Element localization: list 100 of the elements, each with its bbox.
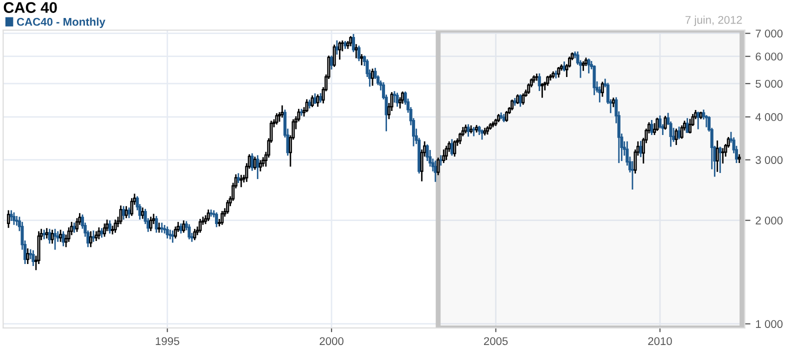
candlestick	[696, 112, 700, 130]
candlestick	[371, 68, 374, 86]
candlestick	[12, 212, 16, 225]
candlestick	[141, 207, 144, 219]
candlestick	[650, 120, 654, 135]
candlestick	[10, 210, 13, 222]
candlestick	[639, 140, 642, 158]
candlestick	[335, 40, 338, 55]
candlestick	[352, 34, 355, 52]
candlestick	[392, 91, 396, 103]
candlestick	[338, 41, 342, 60]
y-tick-label: 7 000	[756, 30, 783, 38]
candlestick	[718, 146, 722, 173]
candlestick	[32, 250, 35, 266]
candlestick	[510, 100, 514, 110]
candlestick	[160, 222, 164, 233]
candlestick	[26, 248, 30, 264]
candlestick	[538, 73, 541, 91]
candlestick	[332, 44, 336, 67]
y-tick-label: 6 000	[756, 52, 783, 60]
x-tick-label: 2000	[320, 337, 344, 346]
candlestick	[357, 46, 360, 62]
candlestick	[45, 228, 48, 238]
candlestick	[354, 44, 358, 58]
y-tick-label: 4 000	[755, 113, 783, 122]
y-tick-label: 2 000	[756, 216, 783, 224]
candlestick	[444, 146, 448, 160]
candlestick	[664, 116, 667, 130]
candlestick	[316, 94, 320, 107]
candlestick	[472, 127, 476, 136]
candlestick	[678, 126, 681, 140]
candlestick	[587, 58, 590, 74]
candlestick	[166, 226, 169, 238]
candlestick	[108, 220, 112, 234]
legend-label: CAC40 - Monthly	[16, 18, 106, 28]
candlestick	[442, 150, 446, 164]
candlestick	[89, 231, 92, 248]
candlestick	[62, 231, 65, 246]
candlestick	[716, 140, 719, 172]
candlestick	[275, 113, 278, 124]
candlestick	[439, 155, 442, 166]
x-tick-label: 2005	[484, 337, 508, 346]
candlestick	[453, 140, 456, 157]
candlestick	[686, 118, 689, 133]
chart-title: CAC 40	[4, 2, 57, 13]
candlestick	[42, 230, 46, 240]
candlestick	[313, 93, 317, 104]
candlestick	[330, 56, 334, 70]
candlestick	[124, 206, 128, 218]
candlestick	[59, 230, 62, 242]
candlestick	[114, 220, 117, 233]
candlestick	[92, 230, 95, 242]
x-tick-label: 2010	[648, 337, 672, 346]
y-tick-label: 3 000	[756, 156, 783, 164]
candlestick	[466, 124, 470, 137]
candlestick	[522, 93, 525, 105]
candlestick	[280, 105, 284, 118]
candlestick	[54, 228, 57, 250]
candlestick	[6, 210, 10, 228]
candlestick	[149, 216, 152, 232]
candlestick	[582, 61, 585, 71]
candlestick	[119, 205, 122, 224]
candlestick	[250, 153, 254, 171]
candlestick	[600, 82, 604, 97]
candlestick	[168, 230, 172, 240]
candlestick	[256, 155, 260, 180]
x-tick-label: 1995	[156, 337, 180, 346]
candlestick	[226, 200, 230, 214]
candlestick	[158, 222, 161, 233]
candlestick	[48, 228, 52, 244]
candlestick	[171, 230, 174, 243]
candlestick	[505, 111, 508, 122]
candlestick	[674, 128, 678, 145]
y-tick-label: 1 000	[756, 320, 783, 328]
y-tick-label: 5 000	[756, 80, 783, 88]
candlestick	[240, 174, 243, 188]
candlestick	[198, 218, 202, 233]
candlestick	[128, 207, 131, 218]
candlestick	[557, 67, 560, 78]
candlestick	[592, 65, 596, 96]
text: 7 juin, 2012	[686, 16, 742, 26]
candlestick	[220, 210, 224, 225]
candlestick	[215, 212, 218, 228]
candlestick	[360, 54, 364, 66]
candlestick	[540, 83, 544, 98]
candlestick	[102, 223, 106, 237]
candlestick	[154, 216, 158, 233]
candlestick	[721, 148, 724, 164]
candlestick	[193, 228, 196, 240]
candlestick	[305, 99, 308, 112]
candlestick	[97, 227, 100, 240]
candlestick	[396, 92, 399, 107]
candlestick	[535, 74, 538, 81]
candlestick	[182, 220, 186, 233]
candlestick	[656, 118, 659, 131]
candlestick	[122, 206, 126, 220]
candlestick	[188, 224, 191, 240]
candlestick	[436, 158, 440, 176]
candlestick	[206, 210, 210, 222]
candlestick	[258, 160, 262, 172]
